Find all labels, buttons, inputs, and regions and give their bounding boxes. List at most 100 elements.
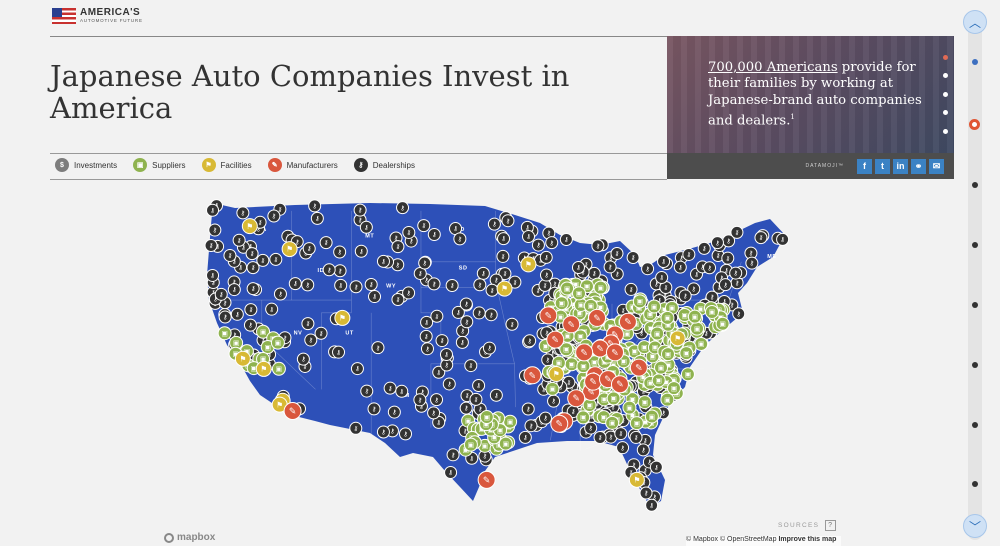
dealership-marker-glyph: ⚷ bbox=[248, 322, 253, 329]
panel-nav-dot[interactable] bbox=[943, 55, 948, 60]
legend-facilities[interactable]: ⚑ Facilities bbox=[201, 158, 252, 172]
twitter-share-button[interactable]: t bbox=[875, 158, 890, 174]
dealership-marker: ⚷ bbox=[657, 254, 671, 268]
dealership-marker: ⚷ bbox=[430, 309, 444, 323]
supplier-marker-glyph: ▣ bbox=[601, 396, 607, 404]
dealership-marker-circle bbox=[484, 308, 498, 322]
supplier-marker-glyph: ▣ bbox=[584, 283, 590, 291]
dealership-marker: ⚷ bbox=[522, 230, 536, 244]
scroll-up-button[interactable]: ︿ bbox=[963, 10, 987, 34]
section-dot[interactable] bbox=[972, 362, 978, 368]
section-dot-active[interactable] bbox=[969, 119, 980, 130]
manufacturer-marker: ✎ bbox=[629, 358, 648, 377]
dealership-marker-glyph: ⚷ bbox=[694, 271, 699, 278]
dealership-marker: ⚷ bbox=[432, 365, 446, 379]
facility-marker: ⚑ bbox=[234, 350, 251, 367]
dealership-marker-glyph: ⚷ bbox=[451, 452, 456, 459]
section-dot[interactable] bbox=[972, 182, 978, 188]
supplier-marker: ▣ bbox=[270, 335, 285, 350]
brand-logo[interactable]: AMERICA'S AUTOMOTIVE FUTURE bbox=[52, 8, 143, 24]
panel-nav-dot[interactable] bbox=[943, 73, 948, 78]
facility-marker: ⚑ bbox=[241, 218, 258, 235]
dealership-marker-circle bbox=[427, 277, 441, 291]
dealership-marker-glyph: ⚷ bbox=[645, 266, 650, 273]
dealership-marker-circle bbox=[591, 239, 605, 253]
section-dot[interactable] bbox=[972, 481, 978, 487]
improve-map-link[interactable]: Improve this map bbox=[778, 536, 837, 543]
dealership-marker-circle bbox=[439, 347, 453, 361]
dealership-marker-glyph: ⚷ bbox=[529, 423, 534, 430]
dealership-marker-glyph: ⚷ bbox=[213, 227, 218, 234]
section-dot[interactable] bbox=[972, 302, 978, 308]
map-markers[interactable]: ⚷ ⚷ ⚷ ⚷ ⚷ ⚷ ⚷ ⚷ ⚷ ⚷ ⚷ ⚷ ⚷ ⚷ ⚷ ⚷ ⚷ ⚷ ⚷ ⚷ ⚷ ⚷ ⚷ ⚷ ⚷ ⚷ ⚷ ⚷ ⚷ ⚷ ⚷ ⚷ ⚷ ⚷ ⚷ ⚷ ⚷ ⚷ ⚷ ⚷… bbox=[204, 199, 790, 512]
supplier-marker: ▣ bbox=[498, 436, 513, 451]
dealership-marker-glyph: ⚷ bbox=[704, 330, 709, 337]
dealership-marker: ⚷ bbox=[591, 239, 605, 253]
dealership-marker: ⚷ bbox=[541, 353, 555, 367]
dealership-marker-glyph: ⚷ bbox=[657, 298, 662, 305]
dealership-marker-glyph: ⚷ bbox=[400, 205, 405, 212]
supplier-marker-glyph: ▣ bbox=[503, 440, 509, 448]
dealership-marker-glyph: ⚷ bbox=[209, 243, 214, 250]
dealership-marker-glyph: ⚷ bbox=[250, 251, 255, 258]
mapbox-logo[interactable]: mapbox bbox=[164, 532, 215, 543]
section-dot[interactable] bbox=[972, 242, 978, 248]
dealership-marker-glyph: ⚷ bbox=[551, 398, 556, 405]
supplier-marker-glyph: ▣ bbox=[468, 441, 474, 449]
scroll-rail[interactable] bbox=[968, 10, 982, 540]
dealership-marker-glyph: ⚷ bbox=[611, 404, 616, 411]
dealership-marker-glyph: ⚷ bbox=[372, 406, 377, 413]
dealership-marker-glyph: ⚷ bbox=[211, 280, 216, 287]
dealership-marker: ⚷ bbox=[523, 334, 537, 348]
sources-button[interactable]: SOURCES ? bbox=[778, 520, 837, 531]
panel-nav-dot[interactable] bbox=[943, 110, 948, 115]
dealership-marker-glyph: ⚷ bbox=[258, 219, 263, 226]
stat-footnote[interactable]: 1 bbox=[790, 112, 795, 121]
legend-dealerships[interactable]: ⚷ Dealerships bbox=[353, 158, 415, 172]
legend-manufacturers[interactable]: ✎ Manufacturers bbox=[267, 158, 338, 172]
stat-link[interactable]: 700,000 Americans bbox=[708, 60, 838, 75]
dealership-marker-circle bbox=[678, 289, 692, 303]
dealership-marker: ⚷ bbox=[484, 308, 498, 322]
dealership-marker: ⚷ bbox=[399, 427, 413, 441]
linkedin-share-button[interactable]: in bbox=[893, 158, 908, 174]
scroll-down-button[interactable]: ﹀ bbox=[963, 514, 987, 538]
dealership-marker: ⚷ bbox=[444, 465, 458, 479]
dealership-marker-circle bbox=[218, 310, 232, 324]
state-label-me: ME bbox=[767, 254, 776, 260]
dealership-marker: ⚷ bbox=[521, 402, 535, 416]
manufacturer-marker-glyph: ✎ bbox=[567, 320, 574, 330]
dealership-marker-circle bbox=[540, 268, 554, 282]
dealership-marker: ⚷ bbox=[718, 278, 732, 292]
dealership-marker: ⚷ bbox=[545, 236, 559, 250]
legend-investments[interactable]: $ Investments bbox=[55, 158, 117, 172]
dealership-marker-circle bbox=[349, 421, 363, 435]
logo-line-1: AMERICA'S bbox=[80, 7, 141, 19]
state-label-mt: MT bbox=[365, 234, 374, 240]
panel-nav-dot[interactable] bbox=[943, 92, 948, 97]
supplier-marker-glyph: ▣ bbox=[577, 333, 583, 341]
legend-suppliers[interactable]: ▣ Suppliers bbox=[133, 158, 186, 172]
section-dot[interactable] bbox=[972, 422, 978, 428]
facebook-share-button[interactable]: f bbox=[857, 158, 872, 174]
manufacturer-marker-glyph: ✎ bbox=[604, 375, 611, 385]
panel-nav-dot[interactable] bbox=[943, 129, 948, 134]
dealership-marker-glyph: ⚷ bbox=[571, 409, 576, 416]
dealership-marker: ⚷ bbox=[304, 333, 318, 347]
dealership-marker-glyph: ⚷ bbox=[444, 362, 449, 369]
dealership-marker-circle bbox=[265, 302, 279, 316]
supplier-marker-glyph: ▣ bbox=[698, 340, 704, 348]
dealership-marker: ⚷ bbox=[459, 297, 473, 311]
header-divider bbox=[50, 36, 667, 37]
dealership-marker-glyph: ⚷ bbox=[553, 281, 558, 288]
copy-link-button[interactable]: ⚭ bbox=[911, 158, 926, 174]
us-map[interactable]: WAMTNDIDSDWYNENVUTNMME ⚷⚷⚷⚷⚷⚷⚷⚷⚷⚷⚷⚷⚷⚷⚷⚷⚷… bbox=[195, 195, 795, 525]
dealership-marker: ⚷ bbox=[464, 359, 478, 373]
dealership-marker-glyph: ⚷ bbox=[228, 253, 233, 260]
dollar-icon: $ bbox=[55, 158, 69, 172]
wrench-icon: ✎ bbox=[267, 158, 282, 172]
dealership-marker-circle bbox=[435, 334, 449, 348]
section-dot[interactable] bbox=[972, 59, 978, 65]
state-label-wy: WY bbox=[386, 283, 396, 289]
email-share-button[interactable]: ✉ bbox=[929, 158, 944, 174]
